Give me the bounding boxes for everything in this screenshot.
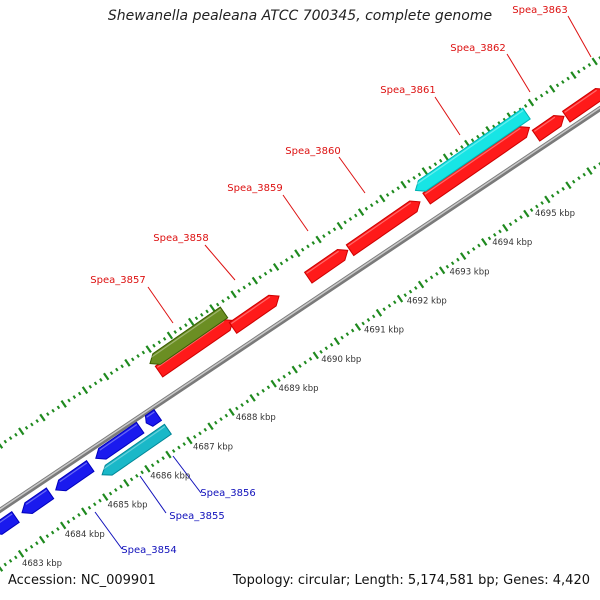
svg-text:Spea_3860: Spea_3860 xyxy=(285,146,340,157)
gene-arrow-spea-3854[interactable] xyxy=(18,487,55,518)
kbp-tick-label: 4688 kbp xyxy=(236,413,276,423)
kbp-tick-label: 4690 kbp xyxy=(321,355,361,365)
reverse-tick-row xyxy=(0,162,600,572)
svg-text:Spea_3855: Spea_3855 xyxy=(169,511,224,522)
kbp-tick-label: 4694 kbp xyxy=(492,238,532,248)
gene-arrow-spea-3860[interactable] xyxy=(345,196,423,257)
kbp-tick-label: 4693 kbp xyxy=(449,267,489,277)
gene-arrow-spea-3853[interactable] xyxy=(0,510,20,539)
gene-arrow-spea-3855a[interactable] xyxy=(52,460,95,496)
genome-stats-label: Topology: circular; Length: 5,174,581 bp… xyxy=(232,573,590,588)
gene-arrow-spea-3862[interactable] xyxy=(531,111,567,142)
genome-backbone xyxy=(0,105,600,514)
gene-label-spea-3861[interactable]: Spea_3861 xyxy=(380,85,461,136)
svg-text:Spea_3861: Spea_3861 xyxy=(380,85,435,96)
gene-label-spea-3856[interactable]: Spea_3856 xyxy=(172,455,256,499)
gene-arrow-spea-3859[interactable] xyxy=(303,245,352,284)
forward-tick-row xyxy=(0,56,600,449)
gene-label-spea-3855[interactable]: Spea_3855 xyxy=(139,475,225,522)
svg-text:Spea_3863: Spea_3863 xyxy=(512,5,567,16)
gene-label-spea-3858[interactable]: Spea_3858 xyxy=(153,233,236,281)
gene-arrow-spea-3858[interactable] xyxy=(228,291,282,334)
gene-arrow-spea-3856[interactable] xyxy=(143,408,163,429)
feature-bar-spea-3855[interactable] xyxy=(99,423,173,479)
kbp-tick-label: 4689 kbp xyxy=(278,384,318,394)
map-title: Shewanella pealeana ATCC 700345, complet… xyxy=(107,8,493,24)
gene-label-spea-3863[interactable]: Spea_3863 xyxy=(512,5,592,58)
kbp-tick-label: 4685 kbp xyxy=(107,501,147,511)
svg-text:Spea_3862: Spea_3862 xyxy=(450,43,505,54)
gene-label-spea-3860[interactable]: Spea_3860 xyxy=(285,146,366,194)
gene-arrow-spea-3863[interactable] xyxy=(561,84,600,123)
kbp-tick-label: 4691 kbp xyxy=(364,326,404,336)
kbp-tick-label: 4692 kbp xyxy=(407,297,447,307)
kbp-scale: 4683 kbp 4684 kbp 4685 kbp 4686 kbp 4687 kbp… xyxy=(22,209,575,569)
accession-label: Accession: NC_009901 xyxy=(8,573,156,588)
gene-label-spea-3862[interactable]: Spea_3862 xyxy=(450,43,531,93)
kbp-tick-label: 4687 kbp xyxy=(193,442,233,452)
feature-bar-spea-3857[interactable] xyxy=(146,306,229,369)
kbp-tick-label: 4695 kbp xyxy=(535,209,575,219)
kbp-tick-label: 4684 kbp xyxy=(65,530,105,540)
feature-bar-spea-3861[interactable] xyxy=(412,107,531,195)
kbp-tick-label: 4686 kbp xyxy=(150,472,190,482)
gene-label-spea-3854[interactable]: Spea_3854 xyxy=(94,511,177,556)
gene-arrow-spea-3855[interactable] xyxy=(92,421,145,463)
svg-text:Spea_3858: Spea_3858 xyxy=(153,233,208,244)
gene-label-spea-3857[interactable]: Spea_3857 xyxy=(90,275,174,324)
svg-text:Spea_3859: Spea_3859 xyxy=(227,183,282,194)
gene-label-spea-3859[interactable]: Spea_3859 xyxy=(227,183,309,232)
svg-text:Spea_3857: Spea_3857 xyxy=(90,275,145,286)
svg-text:Spea_3856: Spea_3856 xyxy=(200,488,255,499)
kbp-tick-label: 4683 kbp xyxy=(22,559,62,569)
svg-text:Spea_3854: Spea_3854 xyxy=(121,545,176,556)
